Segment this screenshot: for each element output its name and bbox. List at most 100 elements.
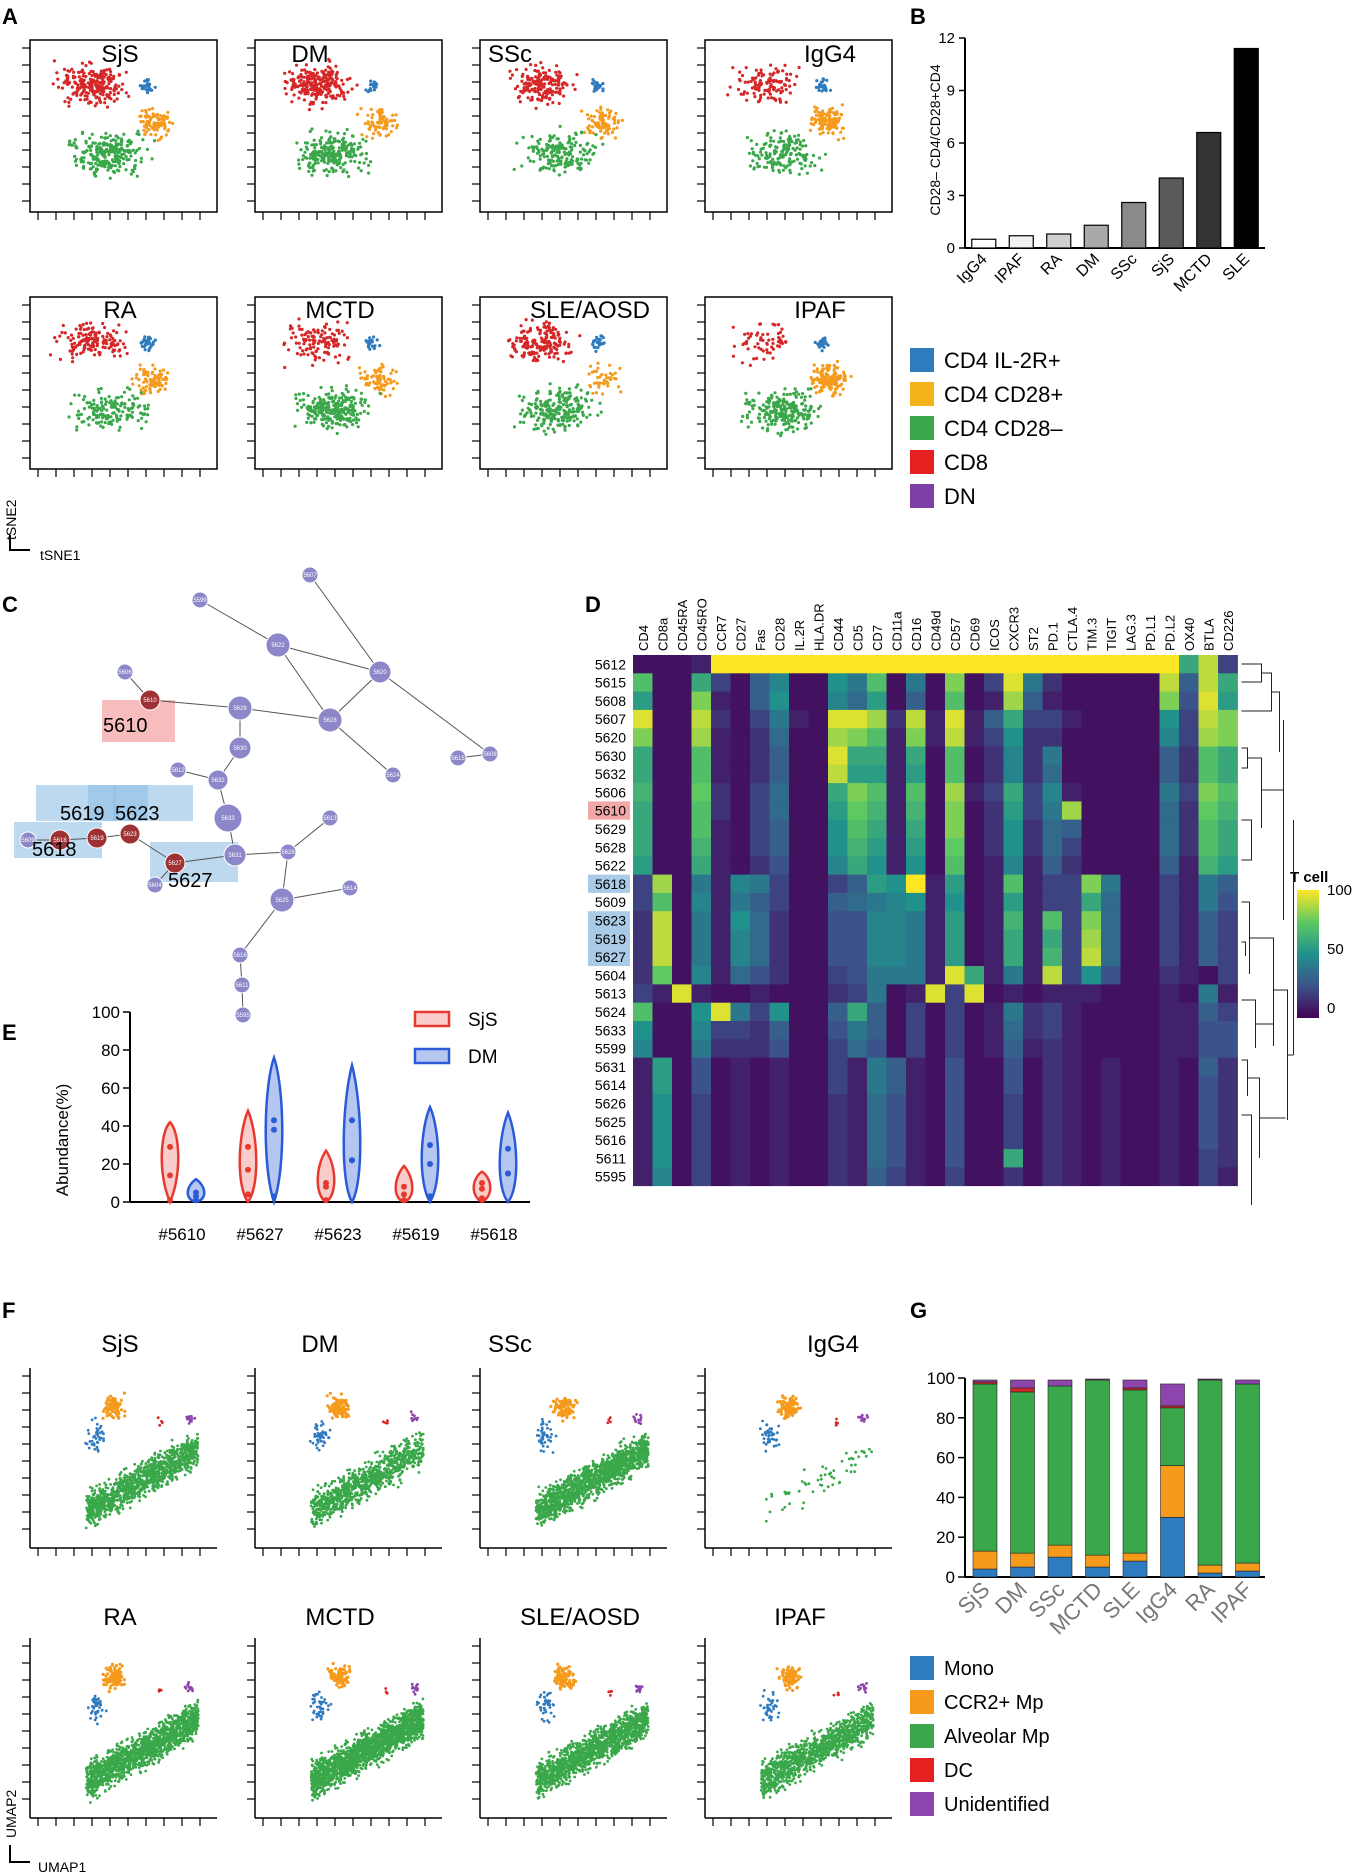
tsne-point (613, 118, 617, 122)
heatmap-cell (1042, 966, 1063, 985)
heatmap-cell (1003, 801, 1024, 821)
tsne-point (779, 131, 783, 135)
tsne-point (76, 83, 80, 87)
tsne-point (821, 131, 825, 135)
tsne-plot (247, 39, 443, 220)
heatmap-cell (945, 874, 965, 894)
tsne-point (340, 396, 344, 400)
heatmap-cell (1101, 746, 1121, 766)
tsne-point (130, 168, 134, 172)
heatmap-cell (1101, 984, 1121, 1004)
tsne-point (552, 408, 556, 413)
heatmap-cell (1159, 691, 1180, 711)
tsne-point (370, 344, 375, 348)
tsne-point (590, 119, 595, 123)
heatmap-cell (1179, 709, 1199, 729)
tsne-point (52, 59, 57, 63)
tsne-point (66, 82, 70, 86)
bar-x-tick-label: MCTD (1171, 251, 1216, 296)
heatmap-cell (1023, 691, 1043, 711)
tsne-point (552, 355, 556, 359)
tsne-point (801, 144, 805, 148)
tsne-point (834, 112, 839, 116)
heatmap-cell (964, 911, 985, 930)
heatmap-cell (769, 709, 790, 729)
tsne-point (788, 168, 792, 172)
heatmap-cell (691, 1002, 712, 1022)
tsne-point (828, 88, 833, 92)
tsne-point (606, 384, 610, 388)
heatmap-cell (906, 764, 926, 784)
heatmap-cell (1218, 984, 1238, 1004)
heatmap-cell (1023, 892, 1043, 912)
heatmap-cell (1140, 838, 1160, 857)
tsne-point (112, 92, 116, 97)
tsne-point (534, 398, 538, 402)
tsne-point (55, 71, 59, 75)
tsne-point (548, 134, 552, 138)
tsne-point (95, 167, 100, 172)
tsne-point (302, 352, 306, 356)
tsne-point (141, 386, 145, 390)
tsne-point (297, 162, 301, 166)
tsne-point (558, 423, 562, 427)
tsne-point (579, 396, 583, 400)
tsne-point (607, 111, 612, 115)
heatmap-cell (984, 984, 1004, 1004)
tsne-point (81, 74, 85, 78)
tsne-point (143, 335, 147, 339)
tsne-point (82, 78, 86, 82)
tsne-point (337, 146, 341, 150)
legend-swatch (910, 450, 934, 474)
tsne-point (771, 410, 775, 414)
tsne-point (797, 133, 801, 137)
tsne-point (326, 416, 330, 420)
tsne-point (528, 408, 532, 412)
heatmap-cell (750, 673, 770, 692)
heatmap-cell (1023, 1057, 1043, 1077)
tsne-point (368, 88, 372, 92)
tsne-point (146, 338, 150, 342)
tsne-point (536, 89, 540, 94)
tsne-point (91, 141, 95, 145)
tsne-point (282, 342, 286, 347)
heatmap-cell (1081, 728, 1102, 747)
tsne-point (318, 140, 323, 144)
heatmap-cell (691, 1075, 712, 1095)
tsne-point (571, 407, 575, 411)
tsne-point (740, 361, 745, 365)
tsne-point (88, 77, 92, 81)
heatmap-column-label: ICOS (987, 619, 1002, 651)
tsne-point (98, 98, 102, 102)
tsne-point (534, 82, 538, 86)
heatmap-cell (789, 1057, 809, 1077)
tsne-point (511, 345, 515, 349)
tsne-point (288, 70, 292, 74)
tsne-point (316, 331, 320, 335)
heatmap-cell (886, 874, 907, 894)
tsne-point (302, 83, 306, 87)
tsne-point (759, 68, 763, 72)
tsne-point (121, 342, 126, 346)
tsne-point (80, 68, 85, 72)
heatmap-cell (730, 1039, 751, 1058)
tsne-point (797, 411, 801, 415)
tsne-point (324, 129, 328, 133)
tsne-point (812, 363, 816, 367)
network-node-label: 5633 (221, 816, 235, 822)
tsne-point (105, 105, 110, 109)
heatmap-column-label: CD226 (1221, 611, 1236, 651)
heatmap-cell (906, 673, 926, 692)
heatmap-cell (808, 746, 829, 766)
tsne-point (805, 417, 809, 421)
heatmap-cell (867, 801, 887, 821)
heatmap-cell (1140, 984, 1160, 1004)
tsne-point (816, 342, 821, 346)
tsne-point (527, 402, 531, 406)
tsne-point (536, 148, 541, 152)
heatmap-cell (672, 709, 692, 729)
tsne-point (547, 341, 552, 345)
network-node-label: 5623 (123, 832, 137, 838)
tsne-point (356, 425, 360, 429)
tsne-point (829, 110, 833, 114)
